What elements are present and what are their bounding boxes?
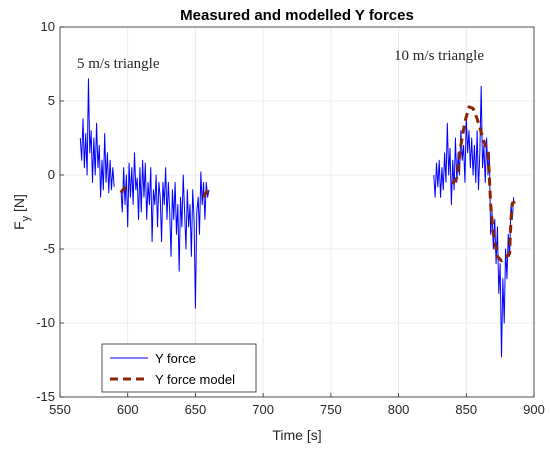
plot-background (60, 27, 534, 397)
legend-box (101, 343, 257, 393)
series-y-force-line (120, 152, 210, 309)
x-tick-label: 550 (49, 402, 71, 417)
y-axis-label: Fy [N] (11, 194, 32, 230)
series-y-force-model-line (119, 185, 127, 194)
series-layer (79, 78, 516, 358)
x-tick-label: 600 (117, 402, 139, 417)
annotation-5ms: 5 m/s triangle (77, 56, 160, 72)
y-tick-label: 0 (48, 167, 55, 182)
y-axis-label-sub: y (20, 215, 32, 221)
legend-label-y-force: Y force (155, 351, 196, 366)
x-tick-label: 800 (388, 402, 410, 417)
x-axis-label: Time [s] (272, 427, 321, 443)
ticks: 550 600 650 700 750 800 850 900 10 5 0 -5 -10 -15 (36, 19, 545, 417)
series-y-force-model-line (202, 189, 209, 198)
y-tick-label: -10 (36, 315, 55, 330)
legend: Y force Y force model (101, 343, 257, 393)
y-tick-label: -15 (36, 389, 55, 404)
annotation-10ms: 10 m/s triangle (394, 48, 484, 64)
series-y-force-model-line (451, 105, 516, 263)
x-tick-label: 700 (252, 402, 274, 417)
svg-text:Fy [N]: Fy [N] (11, 194, 32, 230)
y-tick-label: -5 (43, 241, 55, 256)
x-tick-label: 750 (320, 402, 342, 417)
legend-label-y-force-model: Y force model (155, 372, 235, 387)
x-tick-label: 850 (455, 402, 477, 417)
chart-title: Measured and modelled Y forces (180, 7, 414, 24)
x-tick-label: 900 (523, 402, 545, 417)
y-tick-label: 10 (41, 19, 55, 34)
plot-frame (59, 26, 535, 398)
y-tick-label: 5 (48, 93, 55, 108)
y-axis-label-main: F (11, 221, 27, 230)
x-tick-label: 650 (185, 402, 207, 417)
series-y-force-line (79, 78, 115, 198)
y-axis-label-unit: [N] (11, 194, 27, 212)
series-y-force-line (433, 85, 515, 358)
